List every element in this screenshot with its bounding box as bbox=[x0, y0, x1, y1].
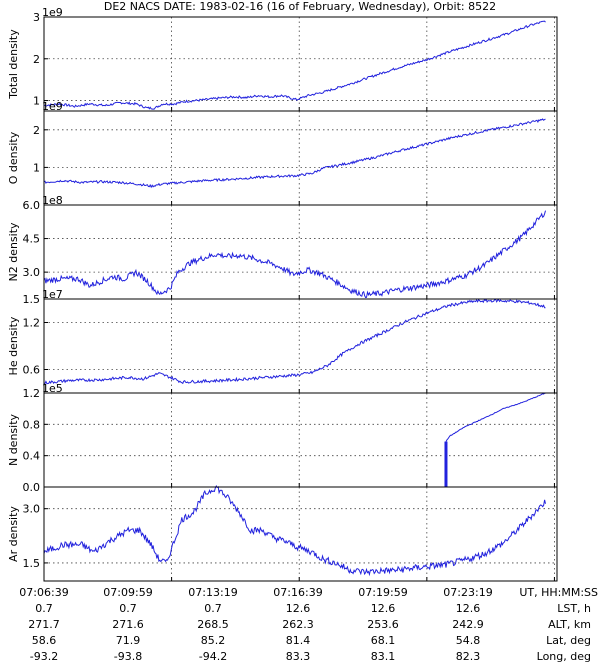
series-line bbox=[43, 118, 546, 189]
series-line bbox=[445, 392, 546, 442]
x-tick-label: 07:13:19 bbox=[188, 586, 237, 599]
y-tick-label: 1.2 bbox=[23, 317, 41, 330]
y-tick-label: 1 bbox=[33, 95, 40, 108]
y-tick-label: 3.0 bbox=[23, 266, 41, 279]
footer-row-label: LST, h bbox=[557, 602, 591, 615]
panel-frame bbox=[43, 110, 558, 206]
y-tick-label: 1.5 bbox=[23, 293, 41, 306]
y-axis-label: He density bbox=[7, 316, 20, 375]
series-line bbox=[43, 20, 546, 110]
footer-value: 68.1 bbox=[371, 634, 396, 647]
x-tick-label: 07:23:19 bbox=[443, 586, 492, 599]
y-multiplier: 1e8 bbox=[42, 194, 63, 207]
x-tick-label: 07:16:39 bbox=[273, 586, 322, 599]
footer-value: 82.3 bbox=[456, 650, 481, 663]
x-tick-label: 07:09:59 bbox=[103, 586, 152, 599]
x-axis-label: UT, HH:MM:SS bbox=[519, 586, 598, 599]
y-axis-label: N density bbox=[7, 413, 20, 466]
footer-value: 253.6 bbox=[367, 618, 399, 631]
footer-value: -93.8 bbox=[114, 650, 142, 663]
footer-row-label: Lat, deg bbox=[546, 634, 591, 647]
y-tick-label: 1.2 bbox=[23, 387, 41, 400]
y-multiplier: 1e9 bbox=[42, 100, 63, 113]
series-line bbox=[43, 210, 546, 299]
y-tick-label: 1.5 bbox=[23, 557, 41, 570]
y-tick-label: 2 bbox=[33, 124, 40, 137]
panel-4: 0.0 0.4 0.8 1.2 1e5 N density bbox=[7, 382, 558, 494]
footer-value: 71.9 bbox=[116, 634, 141, 647]
y-tick-label: 6.0 bbox=[23, 199, 41, 212]
y-multiplier: 1e5 bbox=[42, 382, 63, 395]
y-tick-label: 0.8 bbox=[23, 418, 41, 431]
footer-row-label: Long, deg bbox=[537, 650, 591, 663]
footer-row-label: ALT, km bbox=[548, 618, 591, 631]
footer-value: 12.6 bbox=[286, 602, 311, 615]
footer-value: -93.2 bbox=[30, 650, 58, 663]
figure-title: DE2 NACS DATE: 1983-02-16 (16 of Februar… bbox=[104, 0, 496, 13]
footer-value: 0.7 bbox=[204, 602, 222, 615]
footer-value: 262.3 bbox=[282, 618, 314, 631]
panel-frame bbox=[43, 486, 558, 582]
footer-value: 12.6 bbox=[456, 602, 481, 615]
footer-value: 83.1 bbox=[371, 650, 396, 663]
footer-value: 54.8 bbox=[456, 634, 481, 647]
footer-value: 242.9 bbox=[452, 618, 484, 631]
footer-value: 271.7 bbox=[28, 618, 60, 631]
y-axis-label: Total density bbox=[7, 29, 20, 100]
y-axis-label: N2 density bbox=[7, 222, 20, 282]
footer-value: 0.7 bbox=[35, 602, 53, 615]
series-line bbox=[43, 298, 546, 385]
footer-value: 83.3 bbox=[286, 650, 311, 663]
footer-value: 81.4 bbox=[286, 634, 311, 647]
y-axis-label: O density bbox=[7, 131, 20, 184]
y-tick-label: 3 bbox=[33, 11, 40, 24]
panel-5: 1.5 3.0Ar density bbox=[7, 484, 558, 582]
series-line bbox=[43, 484, 546, 577]
footer-value: 58.6 bbox=[32, 634, 57, 647]
footer-value: -94.2 bbox=[199, 650, 227, 663]
y-multiplier: 1e7 bbox=[42, 288, 63, 301]
footer-value: 268.5 bbox=[197, 618, 229, 631]
panel-3: 0.6 1.2 1.5 1e7 He density bbox=[7, 288, 558, 394]
y-tick-label: 2 bbox=[33, 53, 40, 66]
panel-2: 3.0 4.5 6.0 1e8 N2 density bbox=[7, 194, 558, 300]
footer-value: 85.2 bbox=[201, 634, 226, 647]
y-tick-label: 0.0 bbox=[23, 481, 41, 494]
y-tick-label: 3.0 bbox=[23, 503, 41, 516]
x-tick-label: 07:19:59 bbox=[358, 586, 407, 599]
x-tick-label: 07:06:39 bbox=[19, 586, 68, 599]
y-tick-label: 4.5 bbox=[23, 233, 41, 246]
y-axis-label: Ar density bbox=[7, 506, 20, 562]
y-tick-label: 1 bbox=[33, 161, 40, 174]
footer-value: 12.6 bbox=[371, 602, 396, 615]
panel-frame bbox=[43, 392, 558, 488]
footer-value: 271.6 bbox=[112, 618, 144, 631]
y-multiplier: 1e9 bbox=[42, 6, 63, 19]
y-tick-label: 0.6 bbox=[23, 364, 41, 377]
footer-value: 0.7 bbox=[119, 602, 137, 615]
panel-frame bbox=[43, 204, 558, 300]
y-tick-label: 0.4 bbox=[23, 450, 41, 463]
